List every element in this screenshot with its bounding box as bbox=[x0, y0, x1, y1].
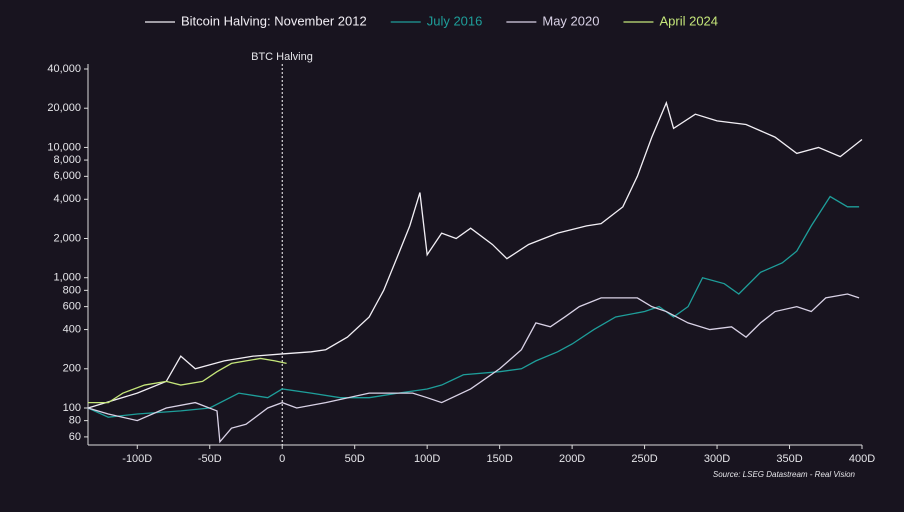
x-tick-label: 350D bbox=[776, 453, 802, 465]
y-tick-label: 1,000 bbox=[53, 272, 81, 284]
y-tick-label: 800 bbox=[63, 284, 81, 296]
y-tick-label: 400 bbox=[63, 323, 81, 335]
legend-label: Bitcoin Halving: November 2012 bbox=[181, 13, 367, 28]
x-tick-label: 200D bbox=[559, 453, 585, 465]
source: Source: LSEG Datastream - Real Vision bbox=[713, 470, 856, 479]
y-tick-label: 60 bbox=[69, 431, 81, 443]
x-tick-label: 150D bbox=[486, 453, 512, 465]
x-tick-label: 300D bbox=[704, 453, 730, 465]
y-tick-label: 600 bbox=[63, 301, 81, 313]
legend-label: April 2024 bbox=[659, 13, 718, 28]
annotation: BTC Halving bbox=[251, 51, 313, 63]
series-line bbox=[88, 357, 287, 404]
y-tick-label: 10,000 bbox=[47, 141, 81, 153]
legend-label: July 2016 bbox=[427, 13, 483, 28]
y-tick-label: 100 bbox=[63, 402, 81, 414]
legend-label: May 2020 bbox=[542, 13, 599, 28]
y-tick-label: 6,000 bbox=[53, 170, 81, 182]
y-tick-label: 20,000 bbox=[47, 102, 81, 114]
series-line bbox=[87, 100, 863, 409]
x-tick-label: 400D bbox=[849, 453, 875, 465]
y-tick-label: 80 bbox=[69, 415, 81, 427]
y-tick-label: 40,000 bbox=[47, 63, 81, 75]
y-tick-label: 2,000 bbox=[53, 232, 81, 244]
x-tick-label: 50D bbox=[345, 453, 365, 465]
x-tick-label: -50D bbox=[198, 453, 222, 465]
x-tick-label: 250D bbox=[631, 453, 657, 465]
y-tick-label: 200 bbox=[63, 363, 81, 375]
y-tick-label: 8,000 bbox=[53, 154, 81, 166]
x-tick-label: -100D bbox=[122, 453, 152, 465]
x-tick-label: 0 bbox=[279, 453, 285, 465]
x-tick-label: 100D bbox=[414, 453, 440, 465]
y-tick-label: 4,000 bbox=[53, 193, 81, 205]
series-line bbox=[87, 293, 860, 444]
series-line bbox=[87, 195, 860, 418]
